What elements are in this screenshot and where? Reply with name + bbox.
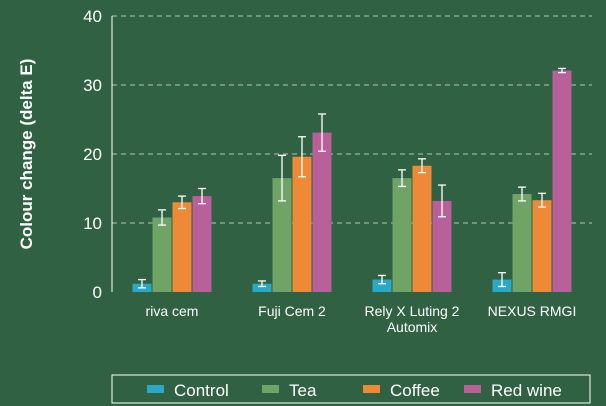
x-tick-label-line: NEXUS RMGI — [488, 303, 577, 319]
x-tick-label: NEXUS RMGI — [488, 303, 577, 319]
legend-box — [111, 374, 591, 404]
bar — [252, 283, 272, 292]
bars — [132, 70, 572, 292]
x-tick-label-line: Automix — [387, 319, 438, 335]
y-tick-label: 40 — [83, 7, 102, 26]
legend-swatch — [147, 385, 164, 393]
legend-swatch — [464, 385, 481, 393]
x-tick-label: Fuji Cem 2 — [258, 303, 326, 319]
x-tick-label: Rely X Luting 2 Automix — [365, 303, 460, 335]
y-tick-label: 20 — [83, 145, 102, 164]
legend: Control Tea Coffee Red wine — [147, 381, 562, 400]
y-tick-label: 10 — [83, 214, 102, 233]
x-tick-label-line: riva cem — [146, 303, 199, 319]
x-tick-label: riva cem — [146, 303, 199, 319]
y-tick-label: 30 — [83, 76, 102, 95]
gridlines — [112, 15, 592, 224]
legend-label: Coffee — [390, 381, 440, 400]
bar — [512, 194, 532, 292]
bar — [412, 165, 432, 292]
x-tick-label-line: Fuji Cem 2 — [258, 303, 326, 319]
bar — [392, 178, 412, 292]
bar — [192, 196, 212, 292]
bar — [372, 279, 392, 292]
legend-label: Control — [174, 381, 229, 400]
bar — [532, 200, 552, 292]
bar — [552, 70, 572, 292]
legend-swatch — [363, 385, 380, 393]
category-labels: riva cem Fuji Cem 2 Rely X Luting 2 Automix… — [146, 303, 577, 335]
y-tick-labels: 0 10 20 30 40 — [83, 7, 102, 302]
y-axis-label: Colour change (delta E) — [17, 59, 36, 250]
legend-label: Tea — [289, 381, 317, 400]
error-bars — [138, 67, 566, 289]
x-tick-label-line: Rely X Luting 2 — [365, 303, 460, 319]
bar — [172, 202, 192, 292]
bar — [432, 200, 452, 292]
bar — [152, 217, 172, 292]
bar — [292, 156, 312, 292]
y-tick-label: 0 — [93, 283, 102, 302]
legend-label: Red wine — [491, 381, 562, 400]
bar — [272, 178, 292, 292]
bar — [312, 132, 332, 292]
legend-swatch — [262, 385, 279, 393]
